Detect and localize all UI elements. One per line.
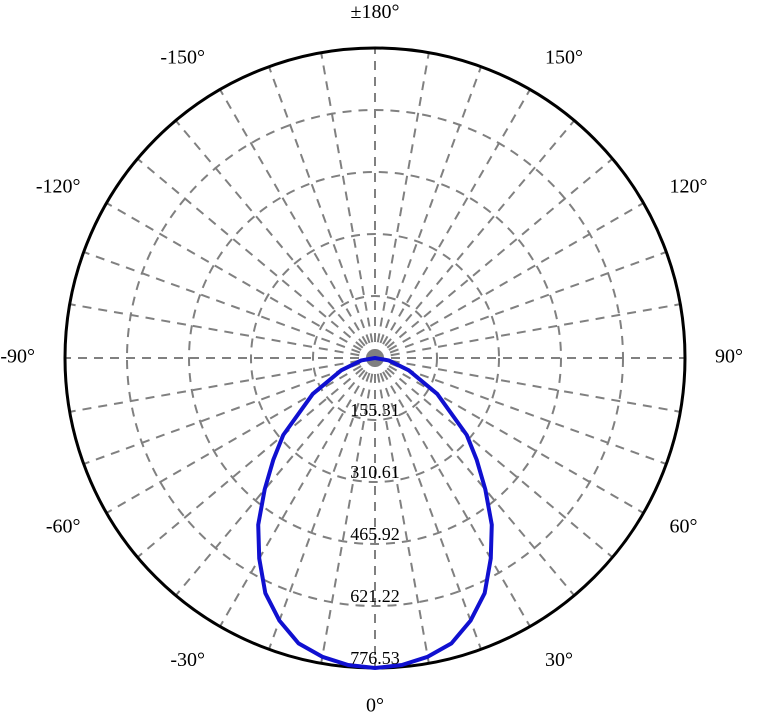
angle-label: -150° xyxy=(160,47,205,69)
angle-label: 120° xyxy=(669,176,707,198)
angle-label: 30° xyxy=(545,649,573,671)
angle-label: -30° xyxy=(170,649,205,671)
radial-tick-label: 465.92 xyxy=(350,524,400,544)
angle-label: 60° xyxy=(669,516,697,538)
angle-label: 90° xyxy=(715,346,743,368)
polar-chart: 155.31 310.61 465.92 621.22 776.53 ±180° 150° 1… xyxy=(0,0,757,716)
angle-label: -60° xyxy=(46,516,81,538)
angle-label: -120° xyxy=(36,176,81,198)
radial-tick-label: 155.31 xyxy=(350,400,400,420)
angle-label: ±180° xyxy=(351,1,400,23)
angle-label: 150° xyxy=(545,47,583,69)
angle-label: 0° xyxy=(366,695,384,716)
radial-tick-label: 621.22 xyxy=(350,586,400,606)
radial-tick-label: 310.61 xyxy=(350,462,400,482)
angle-label: -90° xyxy=(0,346,35,368)
radial-tick-label: 776.53 xyxy=(350,648,400,668)
